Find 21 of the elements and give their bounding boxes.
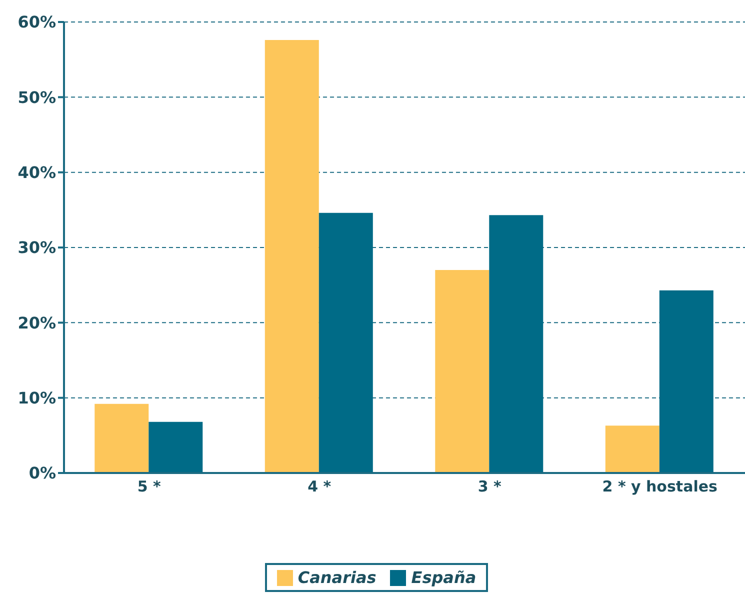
y-tick-label: 20% (18, 313, 56, 332)
bar (148, 422, 203, 473)
y-tick-label: 30% (18, 238, 56, 258)
bar (94, 404, 149, 473)
x-tick-label: 4 * (308, 478, 332, 496)
bar (605, 426, 660, 473)
x-tick-label: 3 * (478, 478, 502, 496)
bar (264, 40, 319, 473)
y-tick-label: 50% (18, 88, 56, 107)
bar (659, 290, 714, 473)
y-tick-label: 0% (28, 464, 56, 483)
bar (318, 212, 373, 473)
legend-label: España (411, 568, 476, 587)
bar (489, 215, 544, 473)
x-tick-label: 2 * y hostales (602, 478, 718, 496)
y-tick-label: 10% (18, 388, 56, 408)
legend-label: Canarias (298, 568, 376, 587)
y-tick-label: 40% (18, 163, 56, 182)
bar (435, 270, 490, 473)
x-tick-label: 5 * (137, 478, 162, 496)
y-tick-label: 60% (18, 12, 56, 32)
